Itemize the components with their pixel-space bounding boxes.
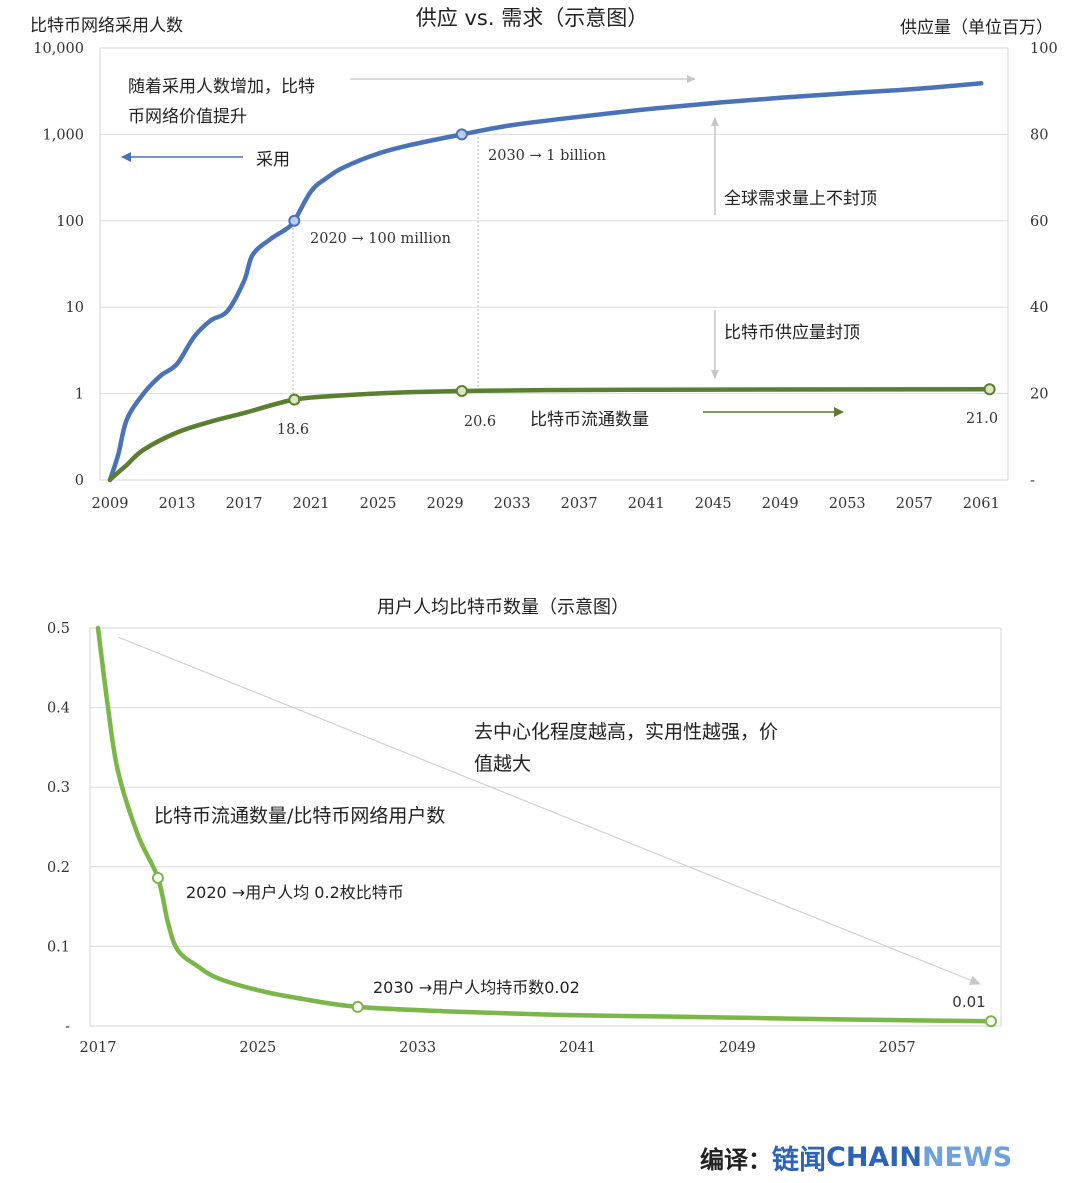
x-tick-label: 2029 — [427, 496, 464, 512]
decentral-text-2: 值越大 — [474, 753, 531, 775]
data-point — [455, 385, 468, 398]
plot-area-2 — [89, 627, 1002, 1027]
x-tick-label: 2033 — [399, 1040, 436, 1056]
y-tick-label: 0.1 — [47, 939, 70, 955]
btc-per-user-line — [95, 625, 994, 1024]
footer-brand: 编译：链闻CHAINNEWS — [700, 1138, 1012, 1182]
annotation-top-2: 币网络价值提升 — [128, 107, 247, 127]
x-tick-label: 2021 — [293, 496, 330, 512]
x-tick-label: 2017 — [80, 1040, 117, 1056]
left-tick-label: 1,000 — [42, 127, 84, 143]
adoption-label: 采用 — [256, 150, 290, 170]
left-axis-label: 比特币网络采用人数 — [30, 16, 183, 36]
right-tick-label: 100 — [1030, 41, 1058, 57]
left-tick-label: 1 — [75, 387, 84, 403]
x-tick-label: 2009 — [92, 496, 129, 512]
supply-cap-label: 比特币供应量封顶 — [724, 323, 860, 343]
chart2-markers — [151, 871, 998, 1028]
btc-per-user-chart: 用户人均比特币数量（示意图） - 0.1 0.2 0.3 0.4 0.5 2017 2025 2… — [47, 597, 1002, 1056]
value-20-6: 20.6 — [464, 414, 496, 430]
grid-lines-1 — [100, 133, 1008, 395]
y-tick-label: - — [65, 1019, 70, 1035]
data-point — [983, 383, 996, 396]
label-2020-million: 2020 → 100 million — [310, 231, 451, 247]
data-point — [288, 214, 301, 227]
series-label: 比特币流通数量/比特币网络用户数 — [154, 805, 445, 827]
data-point — [288, 393, 301, 406]
chart1-markers — [288, 128, 996, 406]
x-tick-label: 2017 — [226, 496, 263, 512]
decentral-diagonal-arrow — [117, 636, 981, 985]
x-tick-label: 2049 — [719, 1040, 756, 1056]
chart1-title: 供应 vs. 需求（示意图） — [416, 6, 648, 30]
brand-chain: CHAIN — [826, 1142, 922, 1173]
left-tick-label: 10,000 — [33, 41, 84, 57]
x-tick-label: 2033 — [494, 496, 531, 512]
data-point — [985, 1015, 998, 1028]
plot-area-1 — [99, 47, 1009, 481]
right-tick-label: - — [1030, 473, 1035, 489]
label-2030-billion: 2030 → 1 billion — [488, 148, 606, 164]
decentral-text-1: 去中心化程度越高，实用性越强，价 — [474, 721, 778, 743]
x-tick-label: 2049 — [762, 496, 799, 512]
x-tick-label: 2057 — [879, 1040, 916, 1056]
data-point — [455, 128, 468, 141]
y-tick-label: 0.5 — [47, 621, 70, 637]
right-tick-label: 40 — [1030, 300, 1048, 316]
right-tick-label: 80 — [1030, 127, 1048, 143]
x-tick-label: 2025 — [360, 496, 397, 512]
y-tick-label: 0.2 — [47, 860, 70, 876]
label-2020-per-user: 2020 →用户人均 0.2枚比特币 — [186, 883, 404, 902]
supply-series-line — [107, 387, 992, 482]
x-tick-label: 2013 — [159, 496, 196, 512]
data-point — [151, 871, 164, 884]
data-point — [351, 1000, 364, 1013]
label-2030-per-user: 2030 →用户人均持币数0.02 — [373, 978, 580, 997]
y-tick-label: 0.3 — [47, 780, 70, 796]
left-tick-label: 0 — [75, 473, 84, 489]
left-tick-label: 100 — [56, 214, 84, 230]
x-tick-label: 2053 — [829, 496, 866, 512]
value-18-6: 18.6 — [277, 422, 309, 438]
grid-lines-2 — [90, 707, 1001, 947]
x-tick-label: 2041 — [628, 496, 665, 512]
x-tick-label: 2057 — [896, 496, 933, 512]
value-0-01: 0.01 — [952, 993, 985, 1011]
supply-vs-demand-chart: 供应 vs. 需求（示意图） 比特币网络采用人数 供应量（单位百万） 0 1 10 1… — [30, 6, 1058, 512]
x-tick-label: 2041 — [559, 1040, 596, 1056]
chart2-title: 用户人均比特币数量（示意图） — [377, 597, 629, 618]
right-axis-label: 供应量（单位百万） — [900, 18, 1053, 38]
tick-labels-2: - 0.1 0.2 0.3 0.4 0.5 2017 2025 2033 2041 2049 2057 — [47, 621, 916, 1056]
x-tick-label: 2045 — [695, 496, 732, 512]
left-tick-label: 10 — [66, 300, 84, 316]
right-tick-label: 60 — [1030, 214, 1048, 230]
annotation-top-1: 随着采用人数增加，比特 — [128, 77, 315, 97]
y-tick-label: 0.4 — [47, 701, 70, 717]
x-tick-label: 2025 — [239, 1040, 276, 1056]
x-tick-label: 2037 — [561, 496, 598, 512]
demand-label: 全球需求量上不封顶 — [724, 189, 877, 209]
value-21-0: 21.0 — [966, 411, 998, 427]
adoption-series-line — [107, 81, 984, 483]
footer-prefix: 编译： — [700, 1146, 772, 1174]
tick-labels-1: 0 1 10 100 1,000 10,000 - 20 40 60 80 100 2009 2013 20… — [33, 41, 1057, 512]
circulating-label: 比特币流通数量 — [530, 410, 649, 430]
brand-cn: 链闻 — [772, 1145, 826, 1176]
x-tick-label: 2061 — [963, 496, 1000, 512]
brand-news: NEWS — [921, 1142, 1013, 1173]
right-tick-label: 20 — [1030, 387, 1048, 403]
